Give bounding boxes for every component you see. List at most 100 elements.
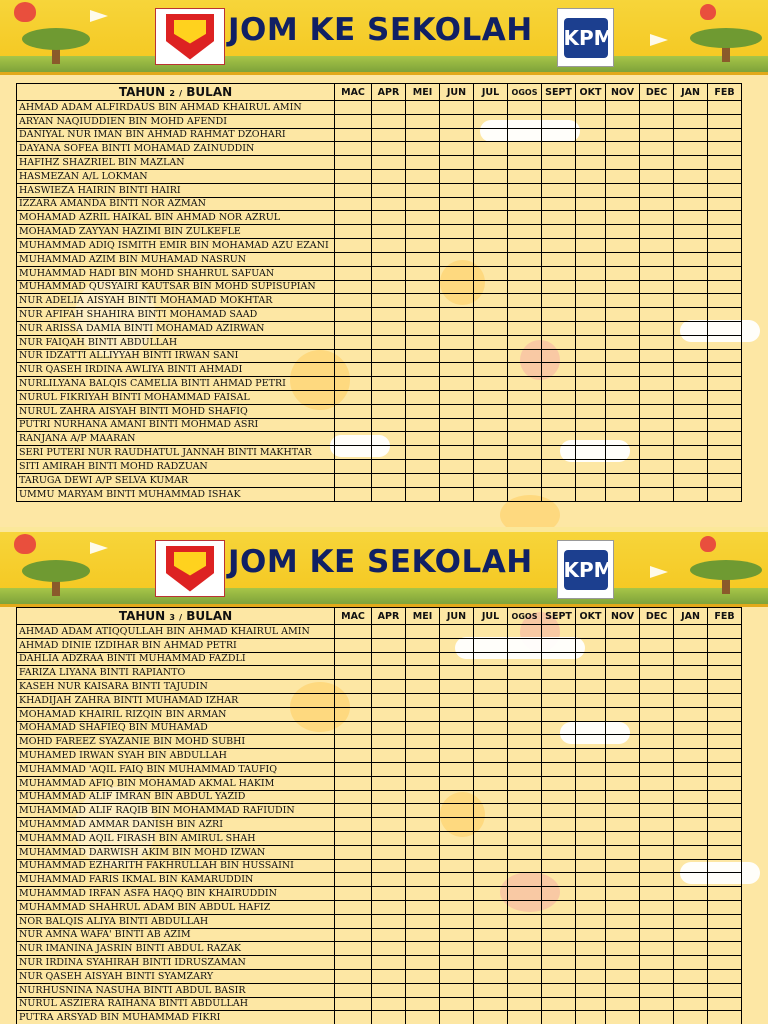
attendance-cell[interactable]: [541, 113, 576, 129]
attendance-cell[interactable]: [439, 679, 474, 694]
attendance-cell[interactable]: [334, 720, 372, 736]
attendance-cell[interactable]: [439, 127, 474, 143]
attendance-cell[interactable]: [605, 431, 640, 447]
attendance-cell[interactable]: [541, 279, 576, 295]
attendance-cell[interactable]: [439, 651, 474, 667]
attendance-cell[interactable]: [405, 210, 440, 226]
attendance-cell[interactable]: [371, 348, 406, 364]
attendance-cell[interactable]: [405, 899, 440, 915]
attendance-cell[interactable]: [605, 679, 640, 694]
attendance-cell[interactable]: [334, 459, 372, 474]
attendance-cell[interactable]: [673, 637, 708, 653]
attendance-cell[interactable]: [405, 100, 440, 115]
attendance-cell[interactable]: [507, 348, 542, 364]
attendance-cell[interactable]: [541, 706, 576, 722]
attendance-cell[interactable]: [639, 100, 674, 115]
attendance-cell[interactable]: [639, 748, 674, 763]
attendance-cell[interactable]: [639, 844, 674, 860]
attendance-cell[interactable]: [673, 459, 708, 474]
attendance-cell[interactable]: [673, 431, 708, 447]
attendance-cell[interactable]: [371, 651, 406, 667]
attendance-cell[interactable]: [575, 679, 606, 694]
attendance-cell[interactable]: [334, 210, 372, 226]
attendance-cell[interactable]: [605, 141, 640, 157]
attendance-cell[interactable]: [673, 141, 708, 157]
attendance-cell[interactable]: [405, 941, 440, 957]
attendance-cell[interactable]: [473, 899, 508, 915]
attendance-cell[interactable]: [639, 775, 674, 791]
attendance-cell[interactable]: [605, 182, 640, 198]
attendance-cell[interactable]: [371, 389, 406, 405]
attendance-cell[interactable]: [673, 403, 708, 419]
attendance-cell[interactable]: [405, 320, 440, 336]
attendance-cell[interactable]: [639, 127, 674, 143]
attendance-cell[interactable]: [639, 679, 674, 694]
attendance-cell[interactable]: [707, 100, 742, 115]
attendance-cell[interactable]: [605, 996, 640, 1012]
attendance-cell[interactable]: [605, 886, 640, 901]
attendance-cell[interactable]: [334, 996, 372, 1012]
attendance-cell[interactable]: [405, 927, 440, 943]
attendance-cell[interactable]: [673, 775, 708, 791]
attendance-cell[interactable]: [541, 941, 576, 957]
attendance-cell[interactable]: [673, 692, 708, 708]
attendance-cell[interactable]: [405, 113, 440, 129]
attendance-cell[interactable]: [575, 100, 606, 115]
attendance-cell[interactable]: [673, 624, 708, 639]
attendance-cell[interactable]: [473, 927, 508, 943]
attendance-cell[interactable]: [371, 403, 406, 419]
attendance-cell[interactable]: [575, 830, 606, 846]
attendance-cell[interactable]: [334, 334, 372, 350]
attendance-cell[interactable]: [639, 265, 674, 281]
attendance-cell[interactable]: [707, 251, 742, 267]
attendance-cell[interactable]: [639, 224, 674, 239]
attendance-cell[interactable]: [334, 955, 372, 970]
attendance-cell[interactable]: [639, 720, 674, 736]
attendance-cell[interactable]: [405, 734, 440, 750]
attendance-cell[interactable]: [334, 872, 372, 888]
attendance-cell[interactable]: [439, 941, 474, 957]
attendance-cell[interactable]: [405, 1010, 440, 1024]
attendance-cell[interactable]: [507, 182, 542, 198]
attendance-cell[interactable]: [541, 320, 576, 336]
attendance-cell[interactable]: [639, 1010, 674, 1024]
attendance-cell[interactable]: [405, 830, 440, 846]
attendance-cell[interactable]: [605, 651, 640, 667]
attendance-cell[interactable]: [371, 445, 406, 461]
attendance-cell[interactable]: [507, 913, 542, 929]
attendance-cell[interactable]: [334, 858, 372, 874]
attendance-cell[interactable]: [371, 941, 406, 957]
attendance-cell[interactable]: [673, 182, 708, 198]
attendance-cell[interactable]: [605, 817, 640, 832]
attendance-cell[interactable]: [541, 224, 576, 239]
attendance-cell[interactable]: [507, 844, 542, 860]
attendance-cell[interactable]: [707, 665, 742, 681]
attendance-cell[interactable]: [673, 651, 708, 667]
attendance-cell[interactable]: [707, 1010, 742, 1024]
attendance-cell[interactable]: [334, 913, 372, 929]
attendance-cell[interactable]: [541, 899, 576, 915]
attendance-cell[interactable]: [439, 431, 474, 447]
attendance-cell[interactable]: [541, 679, 576, 694]
attendance-cell[interactable]: [334, 100, 372, 115]
attendance-cell[interactable]: [439, 982, 474, 998]
attendance-cell[interactable]: [707, 459, 742, 474]
attendance-cell[interactable]: [371, 320, 406, 336]
attendance-cell[interactable]: [334, 417, 372, 433]
attendance-cell[interactable]: [371, 830, 406, 846]
attendance-cell[interactable]: [371, 968, 406, 984]
attendance-cell[interactable]: [605, 720, 640, 736]
attendance-cell[interactable]: [334, 624, 372, 639]
attendance-cell[interactable]: [405, 624, 440, 639]
attendance-cell[interactable]: [605, 913, 640, 929]
attendance-cell[interactable]: [575, 803, 606, 819]
attendance-cell[interactable]: [673, 389, 708, 405]
attendance-cell[interactable]: [541, 637, 576, 653]
attendance-cell[interactable]: [473, 913, 508, 929]
attendance-cell[interactable]: [507, 320, 542, 336]
attendance-cell[interactable]: [575, 982, 606, 998]
attendance-cell[interactable]: [707, 362, 742, 378]
attendance-cell[interactable]: [439, 858, 474, 874]
attendance-cell[interactable]: [639, 389, 674, 405]
attendance-cell[interactable]: [473, 417, 508, 433]
